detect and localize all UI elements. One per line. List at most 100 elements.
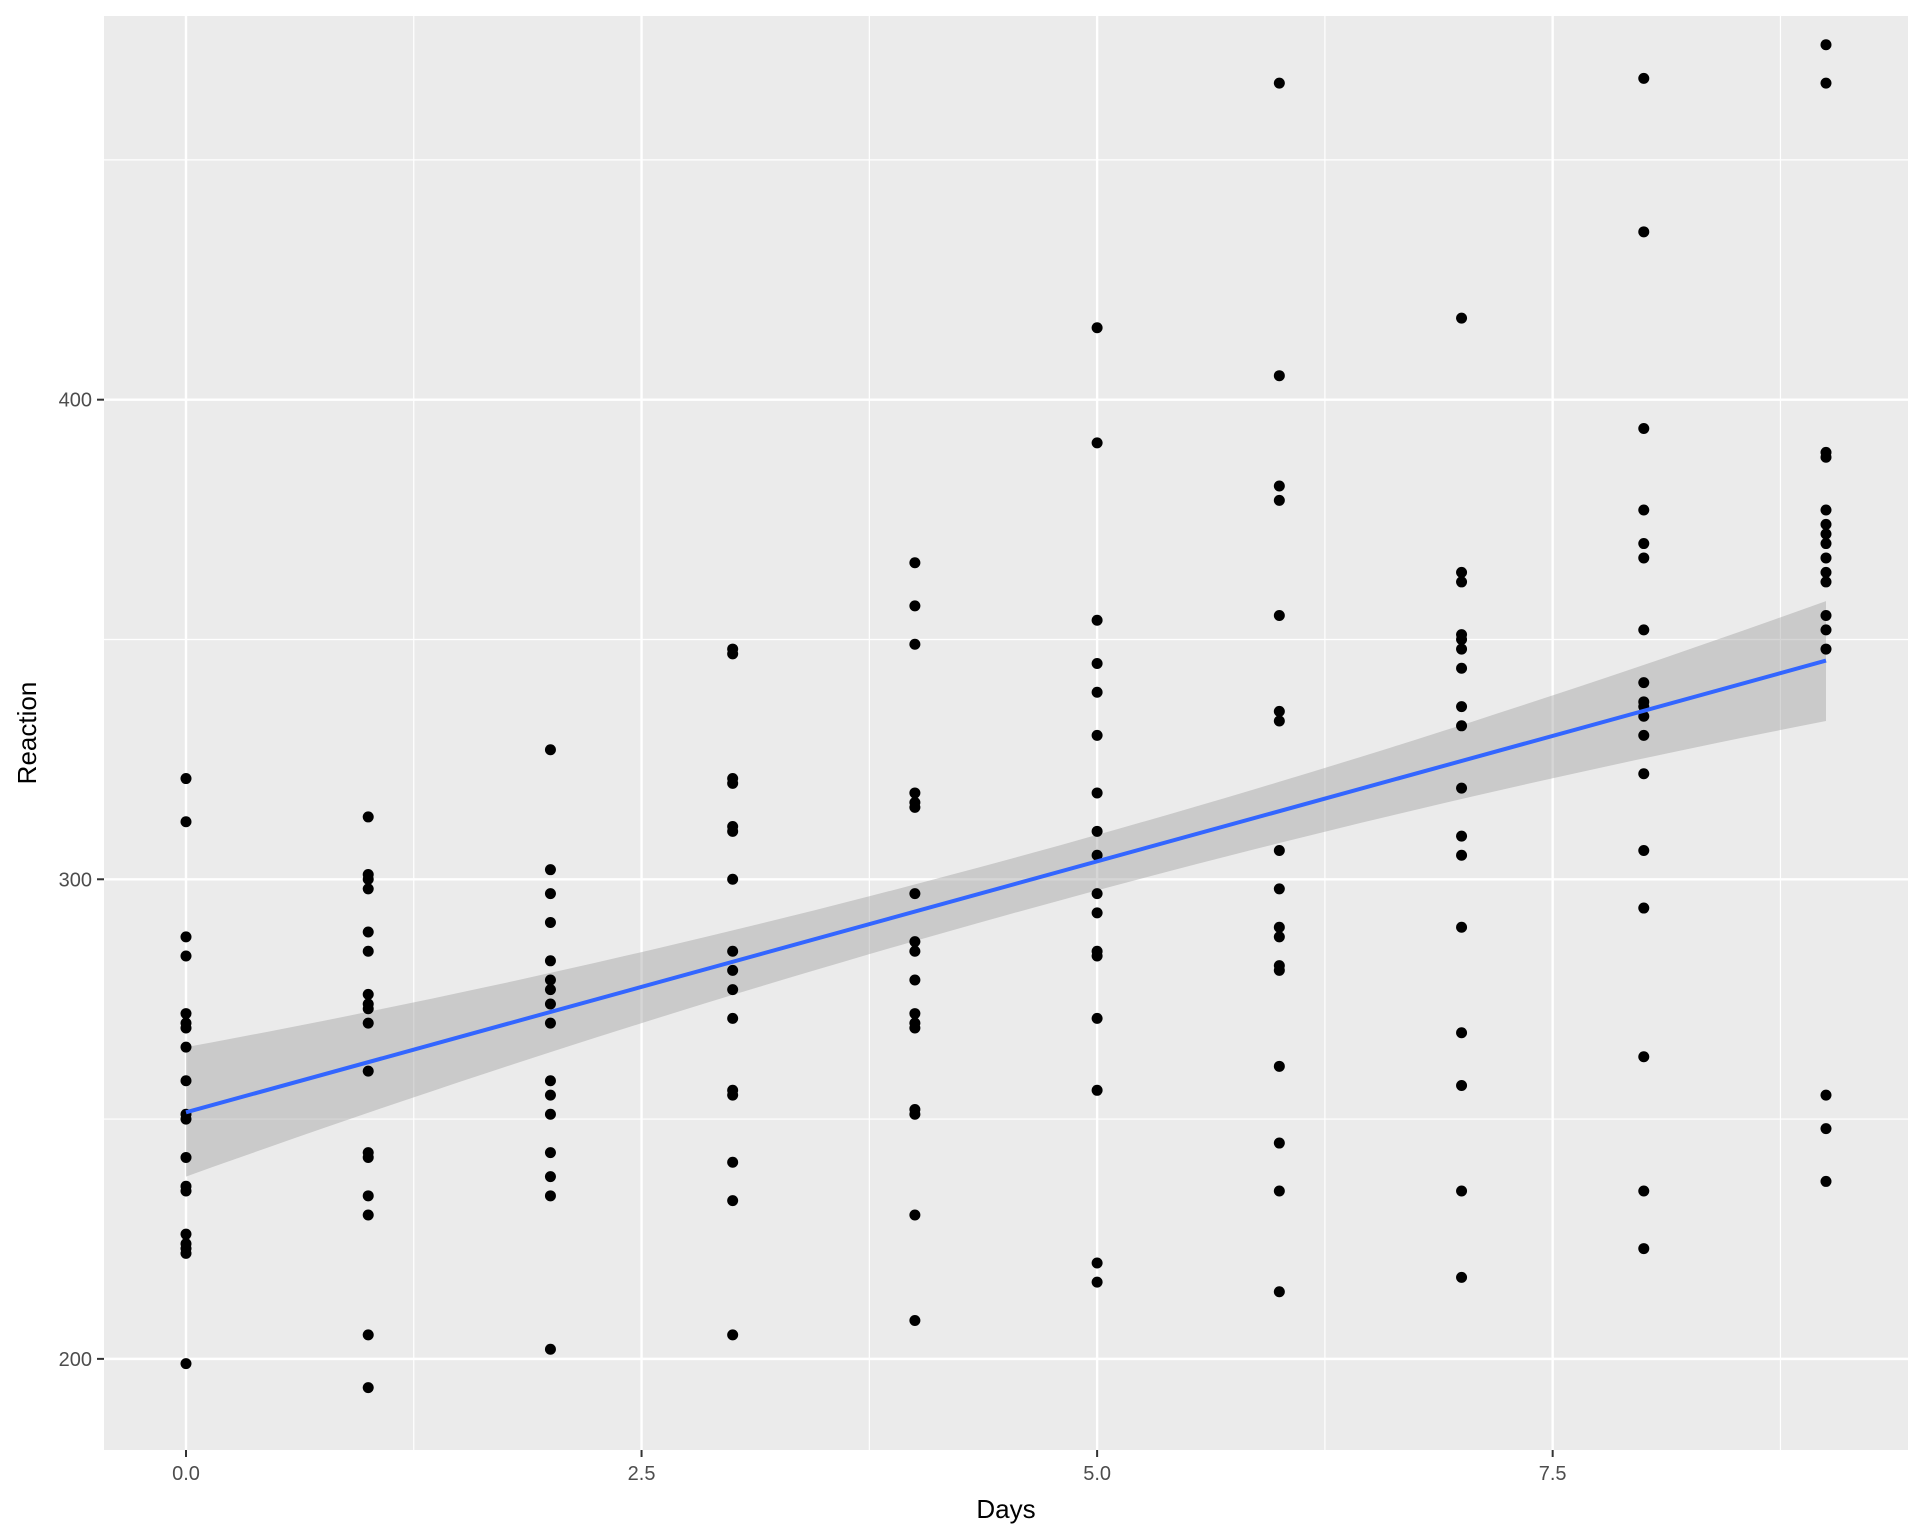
data-point [544,888,556,900]
data-point [362,1065,374,1077]
data-point [1820,1123,1832,1135]
data-point [1273,1286,1285,1298]
data-point [1638,729,1650,741]
x-tick-label: 5.0 [1083,1463,1111,1485]
data-point [1820,39,1832,51]
data-point [1820,566,1832,578]
data-point [727,643,739,655]
data-point [909,797,921,809]
data-point [1091,1084,1103,1096]
data-point [544,974,556,986]
data-point [1273,1137,1285,1149]
data-point [1638,696,1650,708]
data-point [544,998,556,1010]
data-point [1273,1060,1285,1072]
data-point [1273,77,1285,89]
data-point [362,1329,374,1341]
data-point [909,936,921,948]
data-point [727,964,739,976]
data-point [362,988,374,1000]
trend-line [185,658,1827,1115]
data-point [1638,72,1650,84]
data-point [727,1156,739,1168]
data-point [1638,1051,1650,1063]
data-point [544,1108,556,1120]
data-point [544,984,556,996]
data-point [544,1075,556,1087]
data-point [180,1017,192,1029]
x-tick-label: 7.5 [1539,1463,1567,1485]
data-point [1638,538,1650,550]
data-point [544,1017,556,1029]
data-point [544,1190,556,1202]
data-point [362,868,374,880]
data-point [1638,552,1650,564]
data-point [362,998,374,1010]
data-point [180,773,192,785]
data-point [1273,883,1285,895]
data-point [727,945,739,957]
data-point [1456,1185,1468,1197]
data-point [1820,643,1832,655]
data-point [1273,845,1285,857]
data-point [727,821,739,833]
data-point [1638,677,1650,689]
data-point [1820,1089,1832,1101]
data-point [1820,446,1832,458]
data-point [1638,845,1650,857]
data-point [362,811,374,823]
data-point [1091,907,1103,919]
data-point [1820,1175,1832,1187]
data-point [1273,609,1285,621]
data-point [1456,782,1468,794]
data-point [1638,226,1650,238]
data-point [180,931,192,943]
data-point [1456,312,1468,324]
data-point [909,600,921,612]
x-tick-label: 2.5 [628,1463,656,1485]
data-point [1638,504,1650,516]
data-point [1456,662,1468,674]
data-point [1273,921,1285,933]
data-point [544,744,556,756]
data-point [909,974,921,986]
data-point [1091,1257,1103,1269]
data-point [1820,538,1832,550]
y-axis-title: Reaction [12,682,42,785]
data-point [180,1358,192,1370]
data-point [727,1084,739,1096]
data-point [1091,437,1103,449]
data-point [1638,624,1650,636]
confidence-band [186,601,1826,1177]
y-tick-label: 400 [59,390,92,412]
data-point [1820,504,1832,516]
data-point [544,864,556,876]
data-point [180,1238,192,1250]
x-axis-title: Days [976,1494,1035,1524]
data-point [909,638,921,650]
data-point [1091,729,1103,741]
data-point [1456,566,1468,578]
data-point [727,1012,739,1024]
data-point [1820,624,1832,636]
y-axis-ticks: 200 300 400 [59,390,104,1371]
x-axis-ticks: 0.0 2.5 5.0 7.5 [172,1450,1567,1485]
data-point [180,1228,192,1240]
data-point [909,1315,921,1327]
data-point [1091,945,1103,957]
data-point [180,1008,192,1020]
data-point [1273,960,1285,972]
data-point [362,1382,374,1394]
data-point [1456,830,1468,842]
data-point [544,1147,556,1159]
data-point [544,1171,556,1183]
data-point [1638,1243,1650,1255]
data-point [180,950,192,962]
data-point [1638,422,1650,434]
data-point [1820,609,1832,621]
data-point [544,1089,556,1101]
data-point [727,873,739,885]
data-point [1091,888,1103,900]
data-point [1091,1012,1103,1024]
